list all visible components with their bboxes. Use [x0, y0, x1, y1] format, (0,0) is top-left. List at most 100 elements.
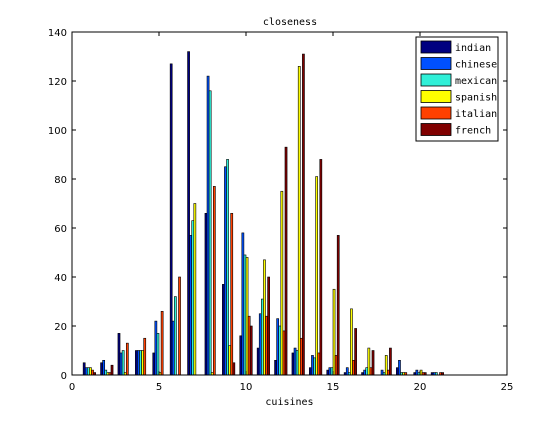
y-tick-label: 60 — [54, 224, 67, 235]
bar-mexican-2 — [104, 369, 108, 376]
bar-french-9 — [232, 362, 236, 376]
bar-french-14 — [319, 159, 323, 376]
legend: indian chinese mexican spanish italian french — [415, 36, 499, 142]
bar-italian-3 — [125, 342, 129, 376]
bar-italian-12 — [282, 330, 286, 376]
legend-swatch-italian — [420, 106, 452, 120]
bar-italian-8 — [212, 186, 216, 376]
bar-indian-19 — [396, 367, 399, 376]
bar-indian-13 — [291, 352, 295, 376]
bar-italian-18 — [386, 369, 390, 376]
bar-spanish-14 — [315, 176, 318, 376]
chart-title: closeness — [263, 17, 317, 28]
bar-spanish-10 — [245, 257, 249, 376]
bar-italian-16 — [352, 359, 355, 376]
bar-indian-6 — [169, 63, 173, 376]
bar-chinese-5 — [154, 320, 158, 376]
bar-french-13 — [302, 53, 305, 376]
bar-chinese-15 — [328, 367, 332, 376]
bar-french-11 — [267, 276, 270, 376]
bar-indian-4 — [135, 350, 138, 376]
bar-italian-10 — [247, 315, 251, 376]
y-tick-label: 20 — [54, 322, 67, 333]
bar-spanish-17 — [367, 347, 371, 376]
bar-chinese-2 — [102, 359, 106, 376]
bar-italian-11 — [265, 315, 268, 376]
legend-swatch-spanish — [420, 90, 452, 103]
legend-label-spanish: spanish — [455, 93, 497, 104]
bar-mexican-10 — [243, 254, 247, 376]
bar-chinese-3 — [119, 352, 123, 376]
bar-chinese-16 — [345, 367, 349, 376]
bar-chinese-7 — [189, 235, 193, 376]
bar-mexican-3 — [121, 350, 125, 376]
bar-french-15 — [336, 235, 340, 376]
bar-mexican-4 — [139, 350, 142, 376]
legend-swatch-indian — [420, 40, 452, 54]
bar-chinese-10 — [241, 232, 245, 376]
bar-mexican-6 — [174, 296, 177, 376]
bar-chinese-4 — [137, 350, 140, 376]
y-tick-label: 80 — [54, 175, 67, 186]
bar-spanish-15 — [332, 288, 336, 376]
bar-spanish-11 — [263, 259, 266, 376]
bar-italian-13 — [299, 337, 303, 376]
bar-indian-8 — [204, 213, 208, 376]
bar-chinese-20 — [415, 369, 419, 376]
x-tick-label: 20 — [414, 382, 427, 393]
bar-mexican-12 — [278, 325, 282, 376]
bar-mexican-5 — [156, 333, 160, 376]
bar-french-10 — [249, 325, 253, 376]
bar-indian-5 — [152, 352, 156, 376]
bar-mexican-13 — [295, 350, 299, 376]
bar-indian-10 — [239, 335, 243, 376]
bar-french-2 — [110, 364, 114, 376]
legend-label-mexican: mexican — [455, 76, 497, 87]
legend-swatch-chinese — [420, 57, 452, 70]
bar-italian-6 — [178, 276, 181, 376]
bar-mexican-7 — [191, 220, 195, 376]
y-axis: 0 20 40 60 80 100 120 140 — [48, 28, 507, 382]
y-tick-label: 140 — [48, 28, 67, 39]
bar-chinese-17 — [363, 369, 367, 376]
bar-mexican-1 — [87, 367, 90, 376]
bar-italian-1 — [91, 369, 94, 376]
bar-indian-9 — [222, 284, 225, 376]
legend-label-chinese: chinese — [455, 60, 497, 71]
x-axis: 0 5 10 15 20 25 — [69, 32, 514, 393]
x-tick-label: 25 — [501, 382, 514, 393]
bar-chinese-19 — [398, 359, 401, 376]
bar-italian-14 — [317, 352, 321, 376]
bar-spanish-12 — [280, 190, 284, 376]
bar-french-16 — [354, 328, 357, 376]
bar-mexican-11 — [261, 298, 264, 376]
bar-indian-7 — [187, 51, 190, 376]
bar-chinese-9 — [224, 166, 227, 376]
bar-mexican-9 — [226, 159, 229, 376]
bar-spanish-4 — [141, 350, 144, 376]
plot-frame — [71, 31, 508, 376]
legend-label-french: french — [455, 126, 491, 137]
bar-italian-4 — [143, 337, 147, 376]
bar-indian-2 — [100, 362, 103, 376]
y-tick-label: 0 — [61, 371, 67, 382]
bar-french-17 — [371, 350, 375, 376]
bar-spanish-1 — [89, 367, 92, 376]
x-axis-label: cuisines — [265, 397, 313, 408]
y-tick-label: 40 — [54, 273, 67, 284]
x-tick-label: 15 — [327, 382, 340, 393]
bar-italian-9 — [230, 213, 234, 376]
bar-chinese-12 — [276, 318, 280, 376]
bar-spanish-16 — [350, 308, 353, 376]
x-tick-label: 10 — [240, 382, 253, 393]
y-tick-label: 100 — [48, 126, 67, 137]
bar-chinese-8 — [206, 75, 210, 376]
y-tick-label: 120 — [48, 77, 67, 88]
legend-swatch-mexican — [420, 73, 452, 87]
bar-chinese-18 — [380, 369, 384, 376]
bar-indian-14 — [309, 367, 312, 376]
bar-french-12 — [284, 146, 288, 376]
bar-mexican-17 — [365, 367, 369, 376]
